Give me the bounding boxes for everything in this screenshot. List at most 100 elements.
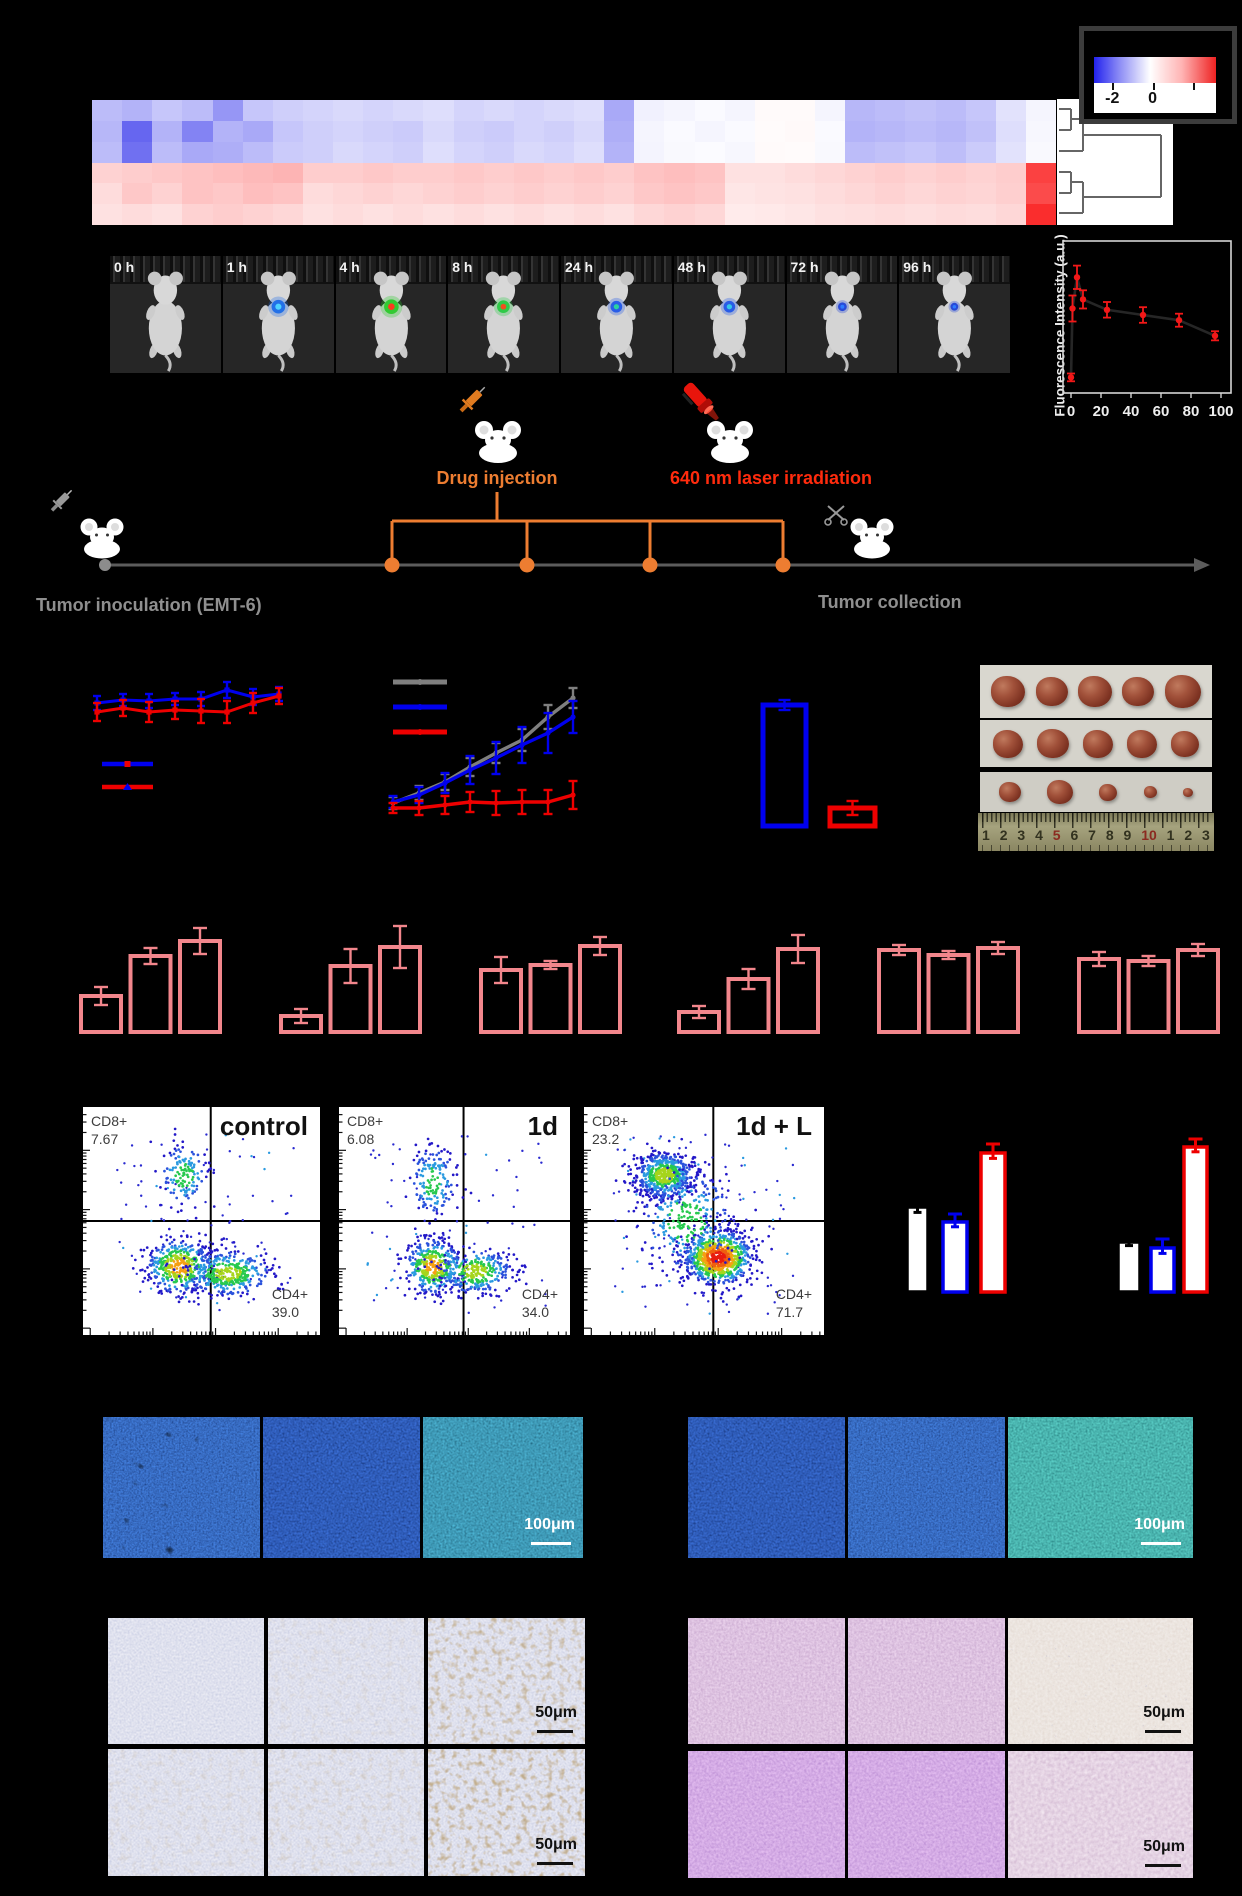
heatmap-cell <box>212 204 243 225</box>
heatmap-cell <box>815 204 846 225</box>
heatmap-cell <box>92 162 123 184</box>
heatmap-cell <box>664 100 695 121</box>
heatmap-cell <box>453 183 484 205</box>
colorbar-ticks: -2 0 <box>1094 83 1216 113</box>
ruler-number: 6 <box>1070 827 1079 843</box>
in-vivo-imaging-strip: 0 h 1 h 4 h 8 h 24 h 48 h 72 h 96 h <box>110 256 1010 373</box>
timeline-svg <box>99 492 1210 573</box>
tumor-specimen <box>1083 729 1113 758</box>
heatmap-cell <box>784 183 815 205</box>
heatmap-cell <box>453 162 484 184</box>
heatmap-cell <box>212 120 243 142</box>
ruler-number: 3 <box>1202 827 1210 843</box>
ruler-number: 7 <box>1088 827 1096 843</box>
heatmap-cell <box>604 204 635 225</box>
heatmap-cell <box>694 100 725 121</box>
heatmap-cell <box>724 162 755 184</box>
timepoint-label: 4 h <box>339 259 360 275</box>
heatmap-cell <box>935 162 966 184</box>
heatmap-cell <box>483 162 514 184</box>
heatmap-cell <box>453 141 484 163</box>
heatmap-cell <box>965 204 996 225</box>
heatmap-cell <box>393 141 424 163</box>
tumor-photo-strip <box>980 772 1212 812</box>
heatmap-cell <box>242 100 273 121</box>
mouse-icon <box>468 418 528 469</box>
tumor-photo-strip <box>980 665 1212 718</box>
mouse-silhouette <box>597 271 636 372</box>
timepoint-label: 24 h <box>565 259 594 275</box>
heatmap-cell <box>122 204 153 225</box>
heatmap-cell <box>272 183 303 205</box>
heatmap-cell <box>182 204 213 225</box>
fluor-micrograph: 100μm <box>423 1417 583 1558</box>
tumor-collection-label: Tumor collection <box>818 592 962 612</box>
heatmap-cell <box>483 183 514 205</box>
heatmap-cell <box>333 100 364 121</box>
heatmap-cell <box>543 183 574 205</box>
tumor-specimen <box>1047 780 1074 804</box>
heatmap-cell <box>995 120 1026 142</box>
heatmap-colorbar: -2 0 <box>1079 26 1237 124</box>
heatmap-cell <box>182 162 213 184</box>
mouse-frame: 48 h <box>673 256 785 373</box>
heatmap-cell <box>152 100 183 121</box>
syringe-icon <box>44 484 78 523</box>
heatmap-cell <box>182 141 213 163</box>
heatmap-cell <box>122 162 153 184</box>
fluor-micrograph <box>263 1417 420 1558</box>
fluor-micrograph <box>848 1417 1005 1558</box>
heatmap-cell <box>333 183 364 205</box>
heatmap-cell <box>754 141 785 163</box>
heatmap-cell <box>302 100 333 121</box>
mouse-frame: 4 h <box>335 256 447 373</box>
tumor-specimen <box>1037 729 1069 758</box>
scale-bar <box>1141 1542 1181 1545</box>
heatmap-cell <box>513 141 544 163</box>
heatmap-cell <box>513 100 544 121</box>
heatmap-cell <box>965 120 996 142</box>
tumor-specimen <box>1099 783 1118 801</box>
heatmap-cell <box>122 183 153 205</box>
heatmap-cell <box>92 100 123 121</box>
heatmap-cell <box>122 100 153 121</box>
he-micrograph: 50μm <box>1008 1751 1193 1878</box>
heatmap-cell <box>875 120 906 142</box>
heatmap-cell <box>393 204 424 225</box>
laser-irradiation-label: 640 nm laser irradiation <box>669 468 873 488</box>
svg-text:20: 20 <box>1093 403 1110 420</box>
heatmap-cell <box>543 120 574 142</box>
flow-plot-title: control <box>219 1111 308 1141</box>
flow-plot-1d: CD8+ 6.08 1d CD4+ 34.0 <box>337 1105 572 1337</box>
heatmap-cell <box>935 183 966 205</box>
heatmap-cell <box>965 183 996 205</box>
heatmap-cell <box>845 100 876 121</box>
mouse-silhouette <box>822 271 862 372</box>
mouse-frame: 8 h <box>448 256 559 373</box>
heatmap-cell <box>724 120 755 142</box>
heatmap-cell <box>694 141 725 163</box>
heatmap-cell <box>513 120 544 142</box>
heatmap-cell <box>242 204 273 225</box>
dendrogram-svg <box>1059 108 1162 214</box>
heatmap-cell <box>543 100 574 121</box>
heatmap-cell <box>784 100 815 121</box>
heatmap-cell <box>875 204 906 225</box>
heatmap-cell <box>995 183 1026 205</box>
heatmap-cell <box>995 204 1026 225</box>
heatmap-cell <box>423 162 454 184</box>
heatmap-cell <box>634 120 665 142</box>
heatmap-cell <box>784 204 815 225</box>
scale-bar <box>537 1730 573 1733</box>
heatmap-cell <box>574 183 605 205</box>
ruler-ticks-major <box>982 813 1210 828</box>
heatmap-cell <box>875 100 906 121</box>
tumor-growth-chart <box>360 640 660 855</box>
heatmap-cell <box>664 120 695 142</box>
heatmap-cell <box>965 100 996 121</box>
heatmap-cell <box>664 162 695 184</box>
heatmap-cell <box>242 162 273 184</box>
heatmap-cell <box>333 141 364 163</box>
ruler-photo: 1 2 3 4 5 6 7 8 9 10 1 2 3 <box>978 813 1214 851</box>
heatmap-cell <box>333 204 364 225</box>
